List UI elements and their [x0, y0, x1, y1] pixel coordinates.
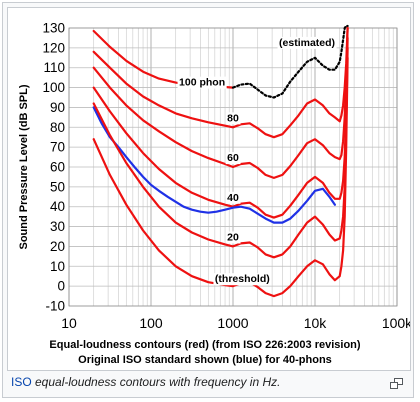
- y-tick-label: 20: [50, 239, 65, 254]
- magnify-clip-icon[interactable]: [390, 378, 403, 389]
- phon-0-curve: [92, 56, 349, 298]
- y-tick-label: 110: [43, 60, 65, 75]
- contour-label: (estimated): [279, 37, 335, 49]
- contour-label: 40: [227, 192, 239, 204]
- contour-label: 100 phon: [179, 77, 225, 89]
- y-tick-label: 120: [42, 40, 65, 55]
- y-tick-label: 40: [50, 199, 65, 214]
- x-tick-label: 10k: [304, 315, 328, 331]
- y-axis-label: Sound Pressure Level (dB SPL): [18, 84, 30, 249]
- contour-label: 80: [227, 112, 239, 124]
- y-tick-label: 100: [42, 80, 65, 95]
- contour-label-background: [225, 231, 241, 244]
- phon-60-curve: [92, 26, 349, 179]
- original-iso-40-phon-curve: [92, 106, 336, 224]
- contour-label-background: [225, 112, 241, 125]
- contour-label-background: [177, 76, 227, 89]
- contour-label-background: [225, 152, 241, 165]
- x-tick-label: 10: [61, 315, 77, 331]
- estimated-curve: [231, 24, 349, 99]
- x-tick-label: 100: [139, 315, 163, 331]
- y-tick-label: 0: [57, 279, 65, 294]
- x-tick-label: 100k: [382, 315, 410, 331]
- iso-link[interactable]: ISO: [11, 375, 32, 389]
- contour-label-background: [213, 273, 272, 286]
- y-tick-label: 60: [50, 160, 65, 175]
- y-tick-label: 90: [50, 100, 65, 115]
- figure-caption: ISO equal-loudness contours with frequen…: [11, 375, 391, 389]
- image-thumbnail-frame: 130 120 110 100 90 80 70 60 50 40 30 20 10 0 -10 10 100 1…: [2, 2, 414, 398]
- y-tick-label: 10: [50, 259, 65, 274]
- y-tick-label: 130: [42, 21, 65, 36]
- y-tick-label: -10: [45, 299, 65, 314]
- phon-20-curve: [92, 46, 349, 259]
- x-tick-label: 1000: [217, 315, 248, 331]
- contour-label-background: [277, 36, 337, 49]
- x-axis-label-line: Equal-loudness contours (red) (from ISO …: [49, 339, 360, 351]
- contour-label: 60: [227, 152, 239, 164]
- plot-border: [68, 27, 398, 307]
- x-axis-label-line: Original ISO standard shown (blue) for 4…: [78, 354, 332, 366]
- phon-40-curve: [92, 36, 349, 219]
- contour-label: 20: [227, 232, 239, 244]
- contour-label: (threshold): [215, 273, 270, 285]
- caption-text: equal-loudness contours with frequency i…: [31, 375, 281, 389]
- contour-label-background: [225, 191, 241, 204]
- equal-loudness-chart-image[interactable]: 130 120 110 100 90 80 70 60 50 40 30 20 10 0 -10 10 100 1…: [7, 7, 411, 371]
- y-tick-label: 80: [50, 120, 65, 135]
- y-tick-label: 30: [50, 219, 65, 234]
- y-tick-label: 50: [50, 179, 65, 194]
- phon-80-curve: [92, 26, 349, 139]
- y-tick-label: 70: [50, 140, 65, 155]
